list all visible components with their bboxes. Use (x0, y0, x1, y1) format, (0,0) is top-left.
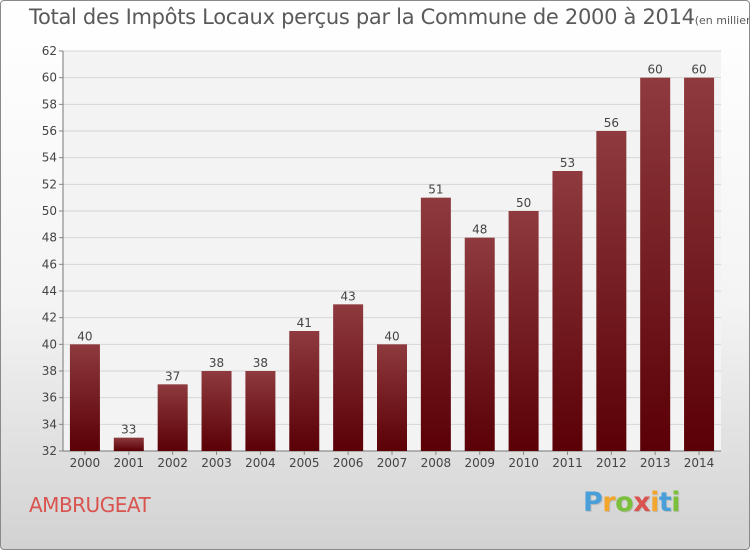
bar-2014 (684, 77, 715, 452)
bar-2011 (552, 171, 583, 451)
bar-2002 (157, 384, 188, 451)
logo-letter: i (671, 487, 681, 518)
bar-value-label: 60 (691, 63, 706, 77)
bar-value-label: 41 (297, 316, 312, 330)
bar-value-label: 50 (516, 196, 531, 210)
bar-2000 (69, 344, 100, 451)
y-tick-label: 40 (42, 337, 57, 351)
logo-letter: r (602, 487, 616, 518)
bar-2013 (640, 77, 671, 452)
bar-value-label: 56 (604, 116, 619, 130)
bar-2009 (464, 237, 495, 451)
bar-value-label: 60 (648, 63, 663, 77)
bar-2003 (201, 371, 232, 451)
x-tick-label: 2002 (157, 456, 188, 470)
logo-letter: t (658, 487, 672, 518)
x-tick-label: 2010 (508, 456, 539, 470)
bar-2012 (596, 131, 627, 451)
chart-title: Total des Impôts Locaux perçus par la Co… (29, 5, 749, 29)
x-tick-label: 2014 (684, 456, 715, 470)
x-tick-label: 2012 (596, 456, 627, 470)
bar-value-label: 48 (472, 223, 487, 237)
bar-2008 (420, 197, 451, 451)
x-tick-label: 2008 (421, 456, 452, 470)
y-tick-label: 52 (42, 177, 57, 191)
bar-2010 (508, 211, 539, 451)
y-tick-label: 54 (42, 151, 57, 165)
logo-letter: x (633, 487, 651, 518)
y-tick-label: 62 (42, 44, 57, 58)
bar-2006 (333, 304, 364, 451)
bar-value-label: 33 (121, 423, 136, 437)
y-tick-label: 46 (42, 257, 57, 271)
bar-value-label: 53 (560, 156, 575, 170)
x-tick-label: 2007 (377, 456, 408, 470)
logo-letter: P (583, 487, 603, 518)
x-tick-label: 2003 (201, 456, 232, 470)
y-tick-label: 42 (42, 311, 57, 325)
bar-value-label: 40 (77, 329, 92, 343)
x-tick-label: 2013 (640, 456, 671, 470)
bar-2007 (377, 344, 407, 451)
x-tick-label: 2006 (333, 456, 364, 470)
y-tick-label: 60 (42, 71, 57, 85)
commune-name: AMBRUGEAT (29, 493, 151, 517)
x-tick-label: 2009 (464, 456, 495, 470)
bar-2005 (289, 331, 320, 451)
x-tick-label: 2001 (114, 456, 145, 470)
bar-value-label: 38 (209, 356, 224, 370)
y-tick-label: 48 (42, 231, 57, 245)
y-tick-label: 34 (42, 417, 57, 431)
x-tick-label: 2005 (289, 456, 320, 470)
y-tick-label: 32 (42, 444, 57, 458)
x-tick-label: 2000 (70, 456, 101, 470)
x-tick-label: 2011 (552, 456, 583, 470)
bar-2001 (113, 437, 144, 451)
y-tick-label: 50 (42, 204, 57, 218)
bar-value-label: 40 (384, 329, 399, 343)
bar-value-label: 37 (165, 369, 180, 383)
bar-value-label: 43 (340, 289, 355, 303)
y-tick-label: 58 (42, 97, 57, 111)
proxiti-logo: Proxiti (583, 487, 681, 518)
logo-letter: o (615, 487, 634, 518)
chart-unit-label: (en milliers d'€) (694, 14, 749, 27)
bar-2004 (245, 371, 276, 451)
y-tick-label: 38 (42, 364, 57, 378)
y-tick-label: 44 (42, 284, 57, 298)
x-tick-label: 2004 (245, 456, 276, 470)
y-tick-label: 36 (42, 391, 57, 405)
bar-value-label: 51 (428, 183, 443, 197)
logo-letter: i (650, 487, 659, 518)
y-tick-label: 56 (42, 124, 57, 138)
bar-value-label: 38 (253, 356, 268, 370)
